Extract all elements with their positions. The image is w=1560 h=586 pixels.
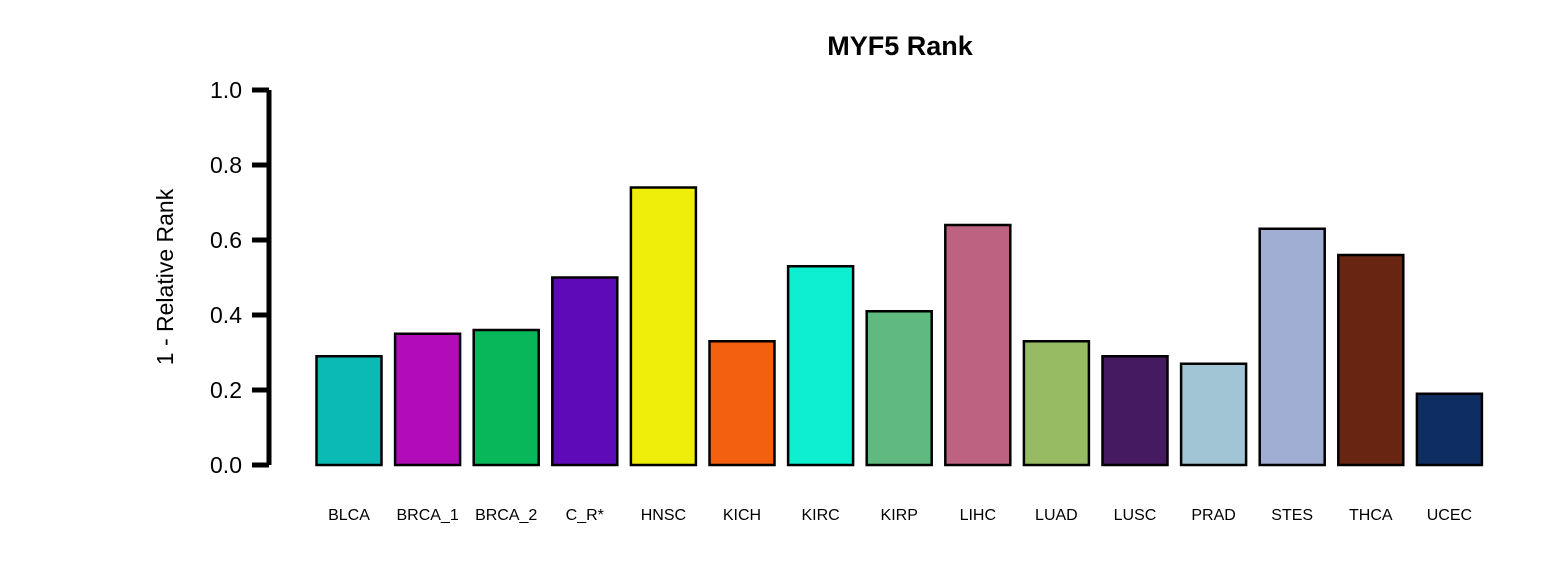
y-tick-label: 0.2 [210,377,242,403]
bar-prad [1179,362,1248,467]
bar-stes [1258,227,1326,467]
bar-luad [1022,340,1091,467]
x-tick-label: LIHC [960,507,996,524]
bar-ucec [1415,392,1484,467]
bar-brca-2 [472,328,540,467]
x-tick-label: HNSC [641,507,686,524]
chart-title: MYF5 Rank [827,31,974,61]
x-tick-label: UCEC [1427,507,1472,524]
bars [315,186,1484,467]
bar-lihc [944,223,1012,467]
x-tick-label: KICH [723,507,761,524]
y-tick-label: 0.4 [210,302,242,328]
y-axis-label: 1 - Relative Rank [152,188,178,365]
x-tick-label: KIRP [881,507,918,524]
bar-brca-1 [393,332,462,467]
x-tick-label: THCA [1349,507,1393,524]
bar-blca [315,355,383,467]
y-tick-label: 1.0 [210,77,242,103]
y-tick-label: 0.6 [210,227,242,253]
bar-kich [708,340,776,467]
bar-kirp [865,310,933,467]
x-tick-label: BRCA_2 [475,507,537,524]
x-tick-label: PRAD [1191,507,1235,524]
x-axis-labels: BLCA BRCA_1 BRCA_2 C_R* HNSC KICH KIRC KIRP LIHC… [328,507,1472,524]
x-tick-label: LUSC [1114,507,1157,524]
bar-kirc [786,265,855,467]
x-tick-label: C_R* [566,507,604,524]
y-tick-label: 0.8 [210,152,242,178]
bar-hnsc [629,186,698,467]
x-tick-label: LUAD [1035,507,1078,524]
x-tick-label: STES [1271,507,1313,524]
x-tick-label: BRCA_1 [396,507,458,524]
y-tick-label: 0.0 [210,452,242,478]
x-tick-label: KIRC [801,507,839,524]
bar-thca [1337,253,1405,467]
bar-lusc [1101,355,1169,467]
y-axis: 0.0 0.2 0.4 0.6 0.8 1.0 [210,77,272,478]
bar-c-r [551,276,619,467]
x-tick-label: BLCA [328,507,370,524]
